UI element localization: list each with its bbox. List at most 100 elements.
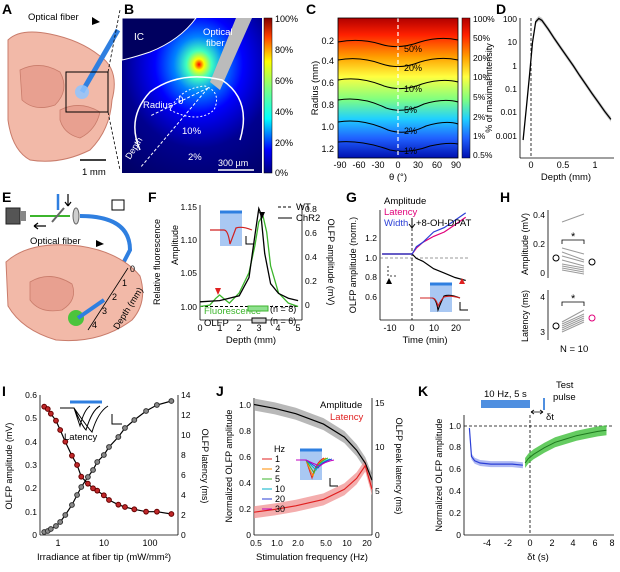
xlabel-i: Irradiance at fiber tip (mW/mm²)	[37, 552, 171, 563]
panel-i: I Latency 0 0.1 0.2 0.3 0.4 0.5 0.6 0 2 …	[2, 383, 210, 563]
xtick-f: 2	[236, 323, 241, 333]
detector-e	[111, 199, 125, 211]
panel-letter-i: I	[2, 383, 6, 399]
xtick-k: -4	[483, 538, 491, 548]
i-point-latency	[94, 487, 101, 494]
g-base-marker	[386, 278, 392, 284]
j-inset-trace-green	[296, 457, 329, 475]
fiber-arrow-a	[92, 17, 100, 25]
panel-letter-f: F	[148, 189, 157, 205]
k-train-line	[468, 428, 523, 466]
xlabel-g: Time (min)	[402, 335, 447, 346]
i-inset-scalebar	[111, 414, 122, 425]
dichroic-e	[51, 207, 65, 223]
xtick-i: 1	[55, 538, 60, 548]
colorbar-tick-c: 2%	[473, 112, 486, 122]
i-point-amplitude	[53, 523, 59, 529]
radius-line-b	[149, 87, 209, 117]
i-inset	[60, 400, 122, 433]
xtick-k: 2	[549, 538, 554, 548]
xlabel-d: Depth (mm)	[541, 172, 591, 183]
ytick-right-j: 0	[375, 530, 380, 540]
dt-label-k: δt	[546, 412, 554, 423]
arrow-left-e	[33, 222, 46, 230]
xtick-d: 0.5	[557, 160, 570, 170]
depth-tick-e: 2	[112, 292, 117, 302]
i-point-latency	[168, 511, 175, 517]
g-legend-amplitude: Amplitude	[384, 196, 426, 207]
box-fluor-f	[247, 305, 269, 312]
colorbar-tick-b: 80%	[275, 45, 293, 55]
i-point-latency	[47, 410, 54, 417]
g-base-bracket	[387, 266, 398, 277]
j-band-latency	[254, 459, 372, 519]
xticks-d: 0 0.5 1	[528, 160, 597, 170]
contour-label-c: 1%	[404, 146, 417, 156]
fiber-b	[210, 18, 252, 90]
i-fit-amplitude	[44, 400, 172, 533]
xtick-g: 20	[451, 323, 461, 333]
i-point-latency	[78, 473, 85, 480]
legend-lat-j: Latency	[330, 412, 364, 423]
ytick-right-i: 6	[181, 470, 186, 480]
legend-chr2-label: ChR2	[296, 213, 320, 224]
xlabel-k: δt (s)	[527, 552, 549, 563]
j-hz-item: 5	[275, 474, 280, 484]
ytick-g: 1.2	[365, 233, 377, 243]
h-amp-pair	[561, 263, 585, 269]
ytick-left-i: 0.4	[25, 437, 37, 447]
i-point-latency	[90, 485, 96, 492]
h-star-top: *	[571, 231, 576, 243]
xtick-c: -30	[371, 160, 384, 170]
i-point-latency	[153, 508, 160, 515]
yticks-right-i: 0 2 4 6 8 10 12 14	[181, 390, 191, 540]
i-point-amplitude	[122, 425, 128, 431]
colorbar-tick-c: 1%	[473, 131, 486, 141]
ytick-g: 0.6	[365, 292, 377, 302]
box-olfp-f	[251, 317, 267, 324]
ytick-h: 0.2	[533, 239, 545, 249]
panel-h: H * *	[500, 189, 596, 355]
panel-letter-k: K	[418, 383, 428, 399]
contour-label-c: 10%	[404, 84, 422, 94]
depth-axis-e	[87, 267, 129, 331]
n-fluor-f: (n = 8)	[270, 304, 296, 314]
h-amp-pair	[561, 251, 585, 261]
ylabel-k: Normalized OLFP amplitude	[434, 419, 444, 532]
xtick-c: -60	[352, 160, 365, 170]
xtick-k: 6	[592, 538, 597, 548]
axes-g	[379, 210, 470, 321]
xtick-i: 10	[99, 538, 109, 548]
xtick-j: 1.0	[271, 538, 283, 548]
contour-c-5	[337, 98, 459, 111]
ytick-g: 0.8	[365, 272, 377, 282]
ylabel-right-i: OLFP latency (ms)	[200, 429, 210, 504]
legend-wt-label: WT	[296, 202, 311, 213]
yticks-left-j: 0 0.2 0.4 0.6 0.8 1.0	[239, 400, 251, 540]
xtick-j: 10	[342, 538, 352, 548]
colorbar-ticks-c: 100% 50% 20% 10% 5% 2% 1% 0.5%	[473, 14, 495, 160]
i-point-amplitude	[131, 417, 138, 423]
contour-c-2	[337, 120, 459, 133]
g-inset-stim	[430, 284, 452, 312]
panel-b: B IC Optical fiber Radius θ 10% 2% Depth…	[121, 1, 298, 178]
xtick-g: 0	[409, 323, 414, 333]
i-point-latency	[53, 417, 59, 424]
xtick-j: 5.0	[320, 538, 332, 548]
ytick-left-f: 1.00	[180, 302, 197, 312]
dt-arrow-k	[530, 409, 544, 415]
h-lat-pair	[561, 321, 585, 333]
panel-d: D 100 10 1 0.1 0.01 0.001 0 0.5 1 Depth …	[484, 1, 614, 183]
ytick-left-j: 1.0	[239, 400, 251, 410]
contour-label-c: 20%	[404, 63, 422, 73]
xtick-k: 8	[609, 538, 614, 548]
axes-d	[519, 18, 614, 159]
h-amp-mean-post	[588, 258, 596, 266]
panel-e: E 0 1 2 3 4 Optical fiber Depth (mm)	[2, 189, 145, 342]
brain-structure-a	[19, 65, 65, 108]
g-inset	[420, 282, 468, 313]
laser-lens-e	[20, 211, 26, 221]
panel-k: K 10 Hz, 5 s Test pulse δt 0 0.2 0.4 0.6…	[418, 380, 615, 563]
xtick-f: 4	[275, 323, 280, 333]
